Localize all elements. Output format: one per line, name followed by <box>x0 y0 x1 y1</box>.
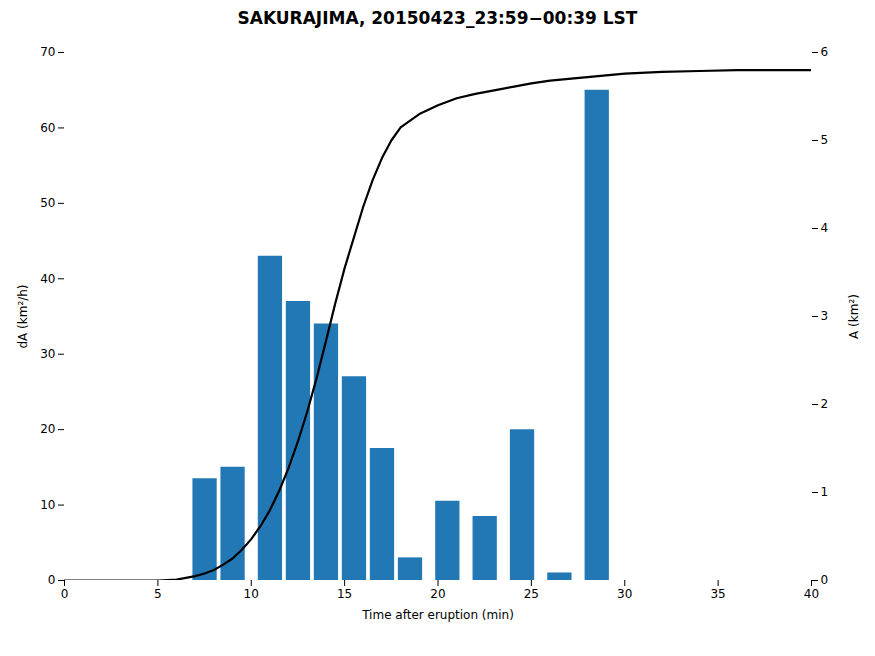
svg-text:35: 35 <box>710 587 725 601</box>
svg-text:10: 10 <box>40 498 55 512</box>
svg-text:25: 25 <box>524 587 539 601</box>
svg-text:5: 5 <box>154 587 162 601</box>
svg-text:40: 40 <box>804 587 819 601</box>
svg-text:A (km²): A (km²) <box>847 294 861 339</box>
svg-text:70: 70 <box>40 45 55 59</box>
html-text:SAKURAJIMA, 20150423_23:59−00:: SAKURAJIMA, 20150423_23:59−00:39 LST <box>237 8 638 28</box>
svg-text:2: 2 <box>821 397 829 411</box>
svg-text:6: 6 <box>821 45 829 59</box>
svg-text:3: 3 <box>821 309 829 323</box>
svg-text:15: 15 <box>337 587 352 601</box>
svg-text:40: 40 <box>40 272 55 286</box>
svg-text:0: 0 <box>821 573 829 587</box>
svg-text:30: 30 <box>617 587 632 601</box>
svg-text:20: 20 <box>40 422 55 436</box>
svg-text:Time after eruption (min): Time after eruption (min) <box>361 608 514 622</box>
svg-text:0: 0 <box>61 587 69 601</box>
svg-text:30: 30 <box>40 347 55 361</box>
svg-text:0: 0 <box>48 573 56 587</box>
svg-text:20: 20 <box>430 587 445 601</box>
svg-text:1: 1 <box>821 485 829 499</box>
svg-text:10: 10 <box>244 587 259 601</box>
svg-text:dA (km²/h): dA (km²/h) <box>16 284 30 348</box>
svg-text:5: 5 <box>821 133 829 147</box>
svg-text:50: 50 <box>40 196 55 210</box>
svg-text:60: 60 <box>40 121 55 135</box>
svg-text:4: 4 <box>821 221 829 235</box>
